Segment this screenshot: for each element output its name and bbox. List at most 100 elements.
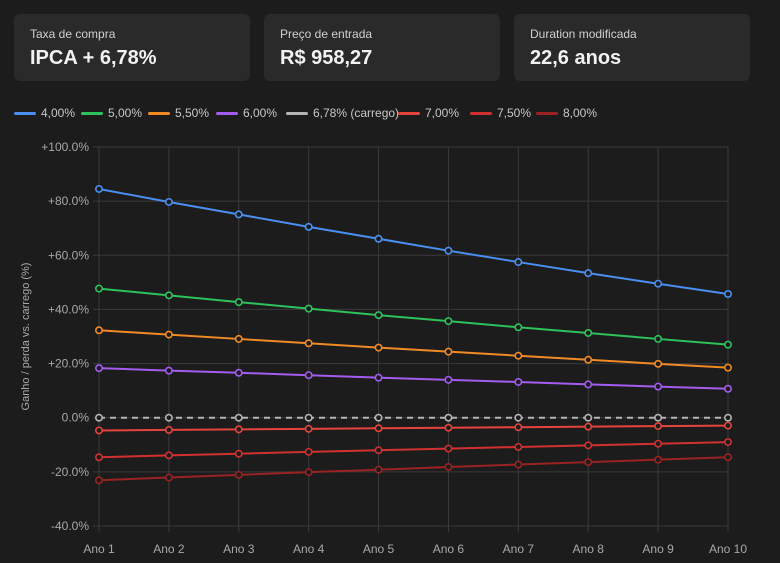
data-point <box>304 339 313 348</box>
x-tick-label: Ano 9 <box>642 542 674 556</box>
legend-label: 6,78% (carrego) <box>313 106 400 120</box>
data-point <box>234 334 243 343</box>
data-point <box>234 425 243 434</box>
legend-item[interactable]: 4,00% <box>14 104 75 122</box>
data-point <box>723 453 732 462</box>
data-point <box>654 382 663 391</box>
legend-item[interactable]: 8,00% <box>536 104 597 122</box>
series-line <box>98 441 729 459</box>
data-point <box>304 468 313 477</box>
data-point <box>444 444 453 453</box>
data-point <box>234 368 243 377</box>
data-point <box>654 422 663 431</box>
legend-item[interactable]: 7,00% <box>398 104 459 122</box>
data-point <box>723 340 732 349</box>
legend-label: 4,00% <box>41 106 76 120</box>
data-point <box>514 413 523 422</box>
series-line <box>98 456 729 482</box>
series-line <box>98 287 729 346</box>
data-point <box>164 473 173 482</box>
data-point <box>95 413 104 422</box>
series-line <box>98 367 729 390</box>
data-point <box>584 269 593 278</box>
data-point <box>723 363 732 372</box>
data-point <box>444 246 453 255</box>
data-point <box>164 330 173 339</box>
data-point <box>164 197 173 206</box>
data-point <box>95 453 104 462</box>
data-point <box>304 304 313 313</box>
data-point <box>514 442 523 451</box>
card-label: Preço de entrada <box>280 27 373 41</box>
data-point <box>164 366 173 375</box>
data-point <box>514 323 523 332</box>
data-point <box>654 359 663 368</box>
y-tick-label: +60.0% <box>48 248 89 262</box>
y-tick-label: +100.0% <box>41 140 89 154</box>
legend-item[interactable]: 6,78% (carrego) <box>286 104 399 122</box>
data-point <box>234 449 243 458</box>
data-point <box>723 413 732 422</box>
legend-label: 5,50% <box>175 106 210 120</box>
data-point <box>374 234 383 243</box>
data-point <box>584 422 593 431</box>
card-preco-entrada: Preço de entrada R$ 958,27 <box>264 14 500 81</box>
y-tick-label: -20.0% <box>51 465 89 479</box>
data-point <box>444 317 453 326</box>
series-line <box>98 329 729 369</box>
data-point <box>164 451 173 460</box>
data-point <box>514 460 523 469</box>
card-value: 22,6 anos <box>530 47 622 69</box>
legend-item[interactable]: 6,00% <box>216 104 277 122</box>
data-point <box>234 470 243 479</box>
data-point <box>584 355 593 364</box>
data-point <box>374 413 383 422</box>
data-point <box>164 291 173 300</box>
legend-label: 8,00% <box>563 106 598 120</box>
card-label: Taxa de compra <box>30 27 116 41</box>
x-tick-label: Ano 6 <box>433 542 465 556</box>
legend-swatch <box>398 111 420 115</box>
data-point <box>723 438 732 447</box>
data-point <box>444 375 453 384</box>
data-point <box>95 184 104 193</box>
legend-item[interactable]: 5,00% <box>81 104 142 122</box>
x-tick-label: Ano 2 <box>153 542 185 556</box>
chart-legend: 4,00% 5,00% 5,50% 6,00% 6,78% (carrego) 7,00%… <box>14 104 774 122</box>
data-point <box>654 455 663 464</box>
legend-label: 7,50% <box>497 106 532 120</box>
legend-swatch <box>286 111 308 115</box>
x-tick-label: Ano 4 <box>293 542 325 556</box>
data-point <box>164 425 173 434</box>
data-point <box>584 441 593 450</box>
card-duration-modificada: Duration modificada 22,6 anos <box>514 14 750 81</box>
legend-item[interactable]: 7,50% <box>470 104 531 122</box>
data-point <box>584 458 593 467</box>
x-tick-label: Ano 8 <box>573 542 605 556</box>
legend-swatch <box>470 111 492 115</box>
data-point <box>95 326 104 335</box>
y-tick-label: -40.0% <box>51 519 89 533</box>
data-point <box>444 423 453 432</box>
legend-label: 7,00% <box>425 106 460 120</box>
summary-cards: Taxa de compra IPCA + 6,78% Preço de ent… <box>14 14 750 82</box>
data-point <box>95 364 104 373</box>
data-point <box>304 447 313 456</box>
legend-swatch <box>536 111 558 115</box>
series-line <box>98 424 729 432</box>
legend-item[interactable]: 5,50% <box>148 104 209 122</box>
data-point <box>304 222 313 231</box>
data-point <box>584 380 593 389</box>
card-value: IPCA + 6,78% <box>30 47 157 69</box>
data-point <box>514 377 523 386</box>
data-point <box>654 413 663 422</box>
data-point <box>304 371 313 380</box>
x-tick-label: Ano 3 <box>223 542 255 556</box>
data-point <box>95 426 104 435</box>
series-line <box>98 187 729 295</box>
data-point <box>584 413 593 422</box>
data-point <box>514 351 523 360</box>
data-point <box>234 298 243 307</box>
card-value: R$ 958,27 <box>280 47 373 69</box>
y-tick-label: +80.0% <box>48 194 89 208</box>
